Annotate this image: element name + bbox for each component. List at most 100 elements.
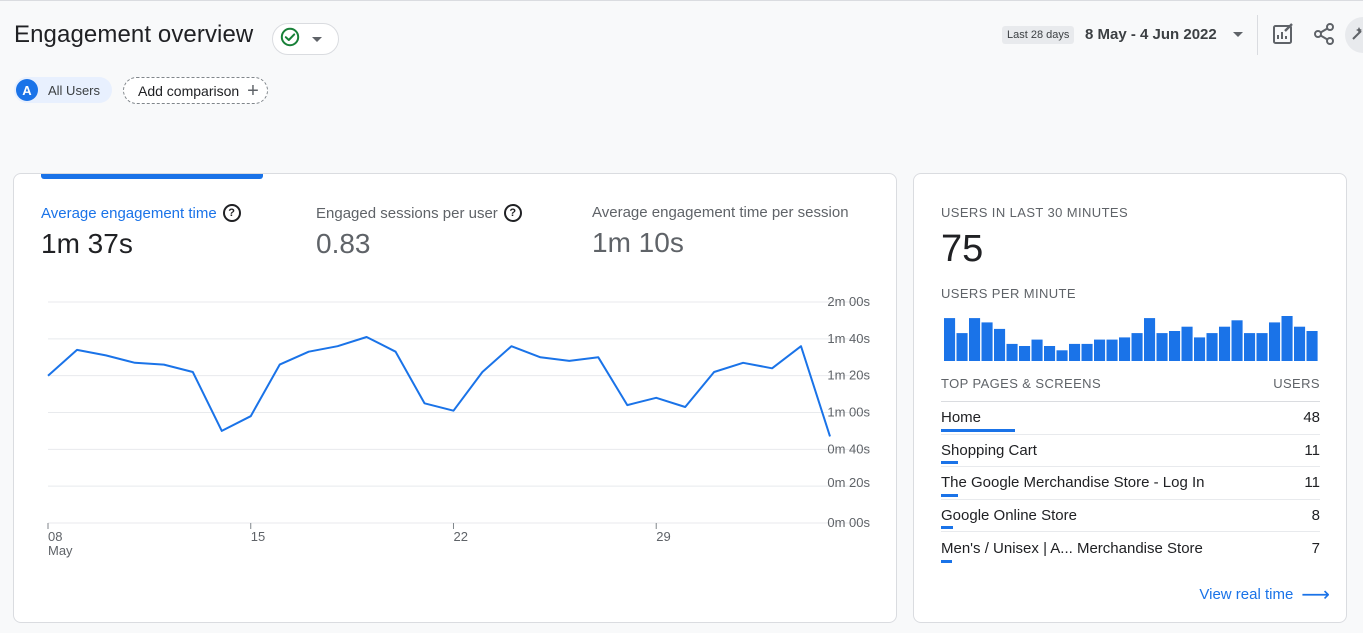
view-real-time-label: View real time (1199, 586, 1294, 603)
date-range-tag: Last 28 days (1002, 26, 1075, 44)
share-icon[interactable] (1311, 21, 1337, 47)
y-tick-label: 0m 40s (827, 441, 870, 456)
page-title: Engagement overview (14, 21, 254, 48)
x-tick-sublabel: May (48, 543, 73, 558)
page-users: 8 (1311, 506, 1320, 524)
minute-bar[interactable] (1081, 343, 1093, 361)
minute-bar[interactable] (1306, 331, 1318, 361)
minute-bar[interactable] (944, 318, 956, 361)
minute-bar[interactable] (981, 322, 993, 361)
chevron-down-icon[interactable] (1233, 32, 1243, 37)
table-row[interactable]: Shopping Cart 11 (941, 435, 1320, 467)
realtime-card: USERS IN LAST 30 MINUTES 75 USERS PER MI… (913, 173, 1347, 623)
help-icon[interactable]: ? (222, 204, 241, 222)
minute-bar[interactable] (1094, 339, 1106, 361)
view-real-time-link[interactable]: View real time ⟶ (1199, 583, 1330, 606)
minute-bar[interactable] (969, 318, 981, 361)
x-tick-label: 22 (453, 529, 467, 544)
insights-icon[interactable] (1345, 17, 1363, 53)
y-tick-label: 0m 20s (827, 475, 870, 490)
segment-chip-all-users[interactable]: A All Users (14, 77, 113, 103)
metric-value: 0.83 (316, 228, 371, 259)
page-name: Home (941, 409, 982, 427)
engagement-chart-card: Average engagement time? 1m 37s Engaged … (13, 173, 897, 623)
minute-bar[interactable] (1044, 346, 1056, 361)
users-heading: USERS IN LAST 30 MINUTES (941, 205, 1129, 220)
share-bar (941, 493, 959, 497)
page-users: 7 (1311, 539, 1320, 557)
metric-label: Engaged sessions per user (316, 204, 498, 222)
label-fade (844, 198, 896, 228)
add-comparison-label: Add comparison (138, 82, 240, 99)
table-row[interactable]: Men's / Unisex | A... Merchandise Store 7 (941, 532, 1320, 565)
users-per-minute-chart (944, 316, 1318, 361)
minute-bar[interactable] (1031, 339, 1043, 361)
active-tab-indicator (41, 174, 263, 179)
minute-bar[interactable] (956, 333, 968, 361)
minute-bar[interactable] (1194, 337, 1206, 361)
minute-bar[interactable] (1006, 343, 1018, 361)
edit-report-icon[interactable] (1270, 21, 1296, 47)
minute-bar[interactable] (1056, 350, 1068, 361)
page-users: 48 (1303, 409, 1320, 427)
arrow-right-icon: ⟶ (1301, 583, 1330, 606)
minute-bar[interactable] (1294, 326, 1306, 361)
minute-bar[interactable] (1256, 333, 1268, 361)
help-icon[interactable]: ? (503, 204, 522, 222)
minute-bar[interactable] (1269, 322, 1281, 361)
x-tick-label: 15 (251, 529, 265, 544)
minute-bar[interactable] (994, 328, 1006, 361)
date-range-selector[interactable]: 8 May - 4 Jun 2022 (1085, 26, 1217, 43)
y-tick-label: 1m 20s (827, 368, 870, 383)
metric-tab-avg-time-per-session[interactable]: Average engagement time per session 1m 1… (592, 204, 874, 259)
minute-bar[interactable] (1156, 333, 1168, 361)
page-name: Shopping Cart (941, 441, 1037, 459)
users-count: 75 (941, 228, 984, 270)
minute-bar[interactable] (1244, 333, 1256, 361)
share-bar (941, 559, 952, 563)
per-minute-heading: USERS PER MINUTE (941, 286, 1076, 301)
minute-bar[interactable] (1219, 326, 1231, 361)
y-tick-label: 2m 00s (827, 294, 870, 309)
metric-tab-engaged-sessions[interactable]: Engaged sessions per user? 0.83 (316, 204, 522, 260)
minute-bar[interactable] (1231, 320, 1243, 361)
check-circle-icon (280, 27, 300, 52)
x-tick-label: 08 (48, 529, 62, 544)
metric-label: Average engagement time (41, 204, 217, 222)
share-bar (941, 461, 959, 464)
minute-bar[interactable] (1131, 333, 1143, 361)
table-heading: TOP PAGES & SCREENS (941, 376, 1102, 391)
table-row[interactable]: Google Online Store 8 (941, 500, 1320, 532)
status-dropdown[interactable] (272, 23, 339, 55)
minute-bar[interactable] (1106, 339, 1118, 361)
segment-avatar: A (16, 79, 38, 101)
metric-tab-avg-engagement-time[interactable]: Average engagement time? 1m 37s (41, 204, 241, 260)
top-pages-table: TOP PAGES & SCREENS USERS Home 48 Shopping… (941, 376, 1320, 565)
table-row[interactable]: The Google Merchandise Store - Log In 11 (941, 467, 1320, 500)
minute-bar[interactable] (1281, 316, 1293, 361)
segment-label: All Users (48, 82, 101, 98)
minute-bar[interactable] (1206, 333, 1218, 361)
page-users: 11 (1304, 474, 1320, 492)
add-comparison-button[interactable]: Add comparison + (123, 77, 268, 104)
page-name: The Google Merchandise Store - Log In (941, 474, 1205, 492)
minute-bar[interactable] (1169, 331, 1181, 361)
metric-value: 1m 10s (592, 227, 684, 258)
y-tick-label: 1m 00s (827, 405, 870, 420)
minute-bar[interactable] (1119, 337, 1131, 361)
table-header: TOP PAGES & SCREENS USERS (941, 376, 1320, 402)
plus-icon: + (247, 79, 259, 102)
table-col-users: USERS (1273, 376, 1320, 391)
table-row[interactable]: Home 48 (941, 402, 1320, 435)
y-tick-label: 1m 40s (827, 331, 870, 346)
page-name: Google Online Store (941, 506, 1077, 524)
minute-bar[interactable] (1069, 343, 1081, 361)
metric-label: Average engagement time per session (592, 204, 849, 221)
engagement-line-chart: 2m 00s 1m 40s 1m 20s 1m 00s 0m 40s 0m 20s 0m 0… (47, 294, 870, 558)
minute-bar[interactable] (1144, 318, 1156, 361)
divider (1257, 15, 1258, 55)
chevron-down-icon (312, 36, 322, 42)
minute-bar[interactable] (1181, 326, 1193, 361)
minute-bar[interactable] (1019, 346, 1031, 361)
metric-value: 1m 37s (41, 228, 133, 259)
